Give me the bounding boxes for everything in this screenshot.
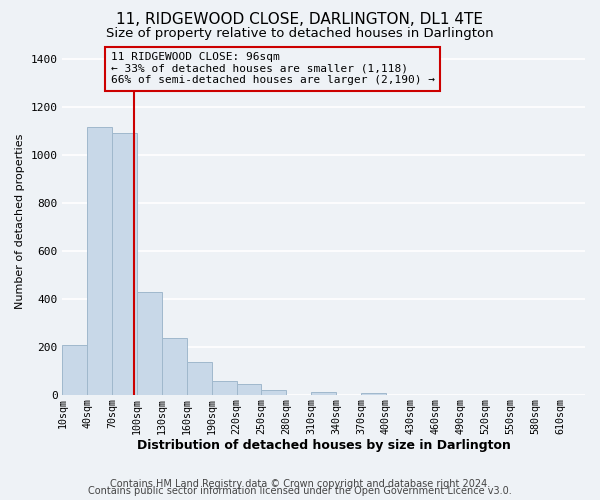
Bar [236, 384, 262, 395]
Bar [212, 381, 236, 395]
Bar [62, 345, 88, 395]
Text: 11 RIDGEWOOD CLOSE: 96sqm
← 33% of detached houses are smaller (1,118)
66% of se: 11 RIDGEWOOD CLOSE: 96sqm ← 33% of detac… [110, 52, 434, 86]
Bar [311, 392, 336, 395]
Text: Contains HM Land Registry data © Crown copyright and database right 2024.: Contains HM Land Registry data © Crown c… [110, 479, 490, 489]
Bar [88, 126, 112, 395]
Bar [187, 362, 212, 395]
Bar [361, 393, 386, 395]
Bar [112, 132, 137, 395]
Text: Size of property relative to detached houses in Darlington: Size of property relative to detached ho… [106, 28, 494, 40]
X-axis label: Distribution of detached houses by size in Darlington: Distribution of detached houses by size … [137, 440, 511, 452]
Bar [262, 390, 286, 395]
Bar [137, 292, 162, 395]
Text: 11, RIDGEWOOD CLOSE, DARLINGTON, DL1 4TE: 11, RIDGEWOOD CLOSE, DARLINGTON, DL1 4TE [116, 12, 484, 28]
Text: Contains public sector information licensed under the Open Government Licence v3: Contains public sector information licen… [88, 486, 512, 496]
Y-axis label: Number of detached properties: Number of detached properties [15, 134, 25, 309]
Bar [162, 338, 187, 395]
